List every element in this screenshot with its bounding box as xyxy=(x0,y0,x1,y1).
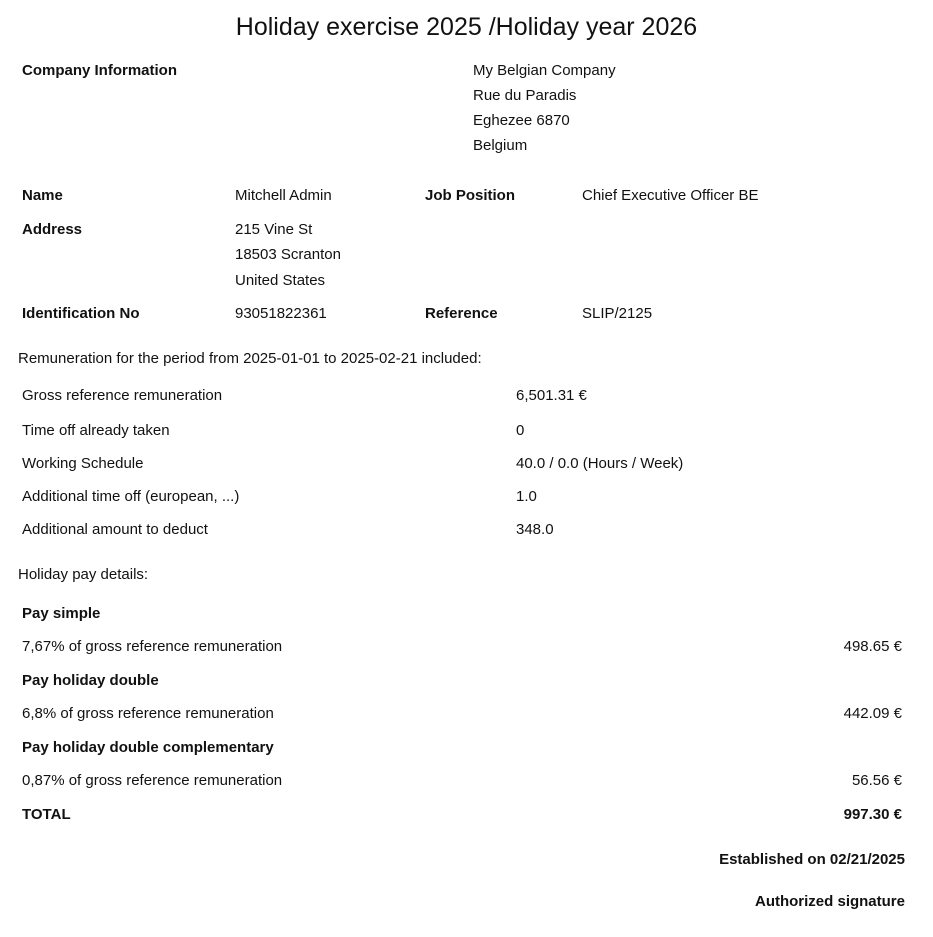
company-street: Rue du Paradis xyxy=(473,87,577,104)
company-city: Eghezee 6870 xyxy=(473,112,570,129)
remuneration-row-value: 1.0 xyxy=(516,488,537,505)
pay-section-title: Pay holiday double xyxy=(22,672,159,689)
remuneration-row-label: Additional time off (european, ...) xyxy=(22,488,240,505)
total-label: TOTAL xyxy=(22,806,71,823)
reference-label: Reference xyxy=(425,305,498,322)
page-title: Holiday exercise 2025 /Holiday year 2026 xyxy=(235,13,698,41)
job-position: Chief Executive Officer BE xyxy=(582,187,759,204)
company-info-label: Company Information xyxy=(22,62,178,79)
pay-section-label: 7,67% of gross reference remuneration xyxy=(22,638,283,655)
address-street: 215 Vine St xyxy=(235,221,313,238)
remuneration-row-label: Gross reference remuneration xyxy=(22,387,223,404)
remuneration-row-label: Working Schedule xyxy=(22,455,144,472)
pay-section-title: Pay holiday double complementary xyxy=(22,739,274,756)
address-city: 18503 Scranton xyxy=(235,246,341,263)
reference: SLIP/2125 xyxy=(582,305,653,322)
remuneration-row-label: Time off already taken xyxy=(22,422,170,439)
pay-section-amount: 498.65 € xyxy=(843,638,902,655)
pay-section-amount: 56.56 € xyxy=(851,772,902,789)
pay-section-title: Pay simple xyxy=(22,605,101,622)
address-label: Address xyxy=(22,221,83,238)
identification-label: Identification No xyxy=(22,305,140,322)
authorized-signature: Authorized signature xyxy=(754,893,905,910)
remuneration-row-value: 0 xyxy=(516,422,525,439)
remuneration-row-value: 6,501.31 € xyxy=(516,387,587,404)
holiday-pay-heading: Holiday pay details: xyxy=(18,566,149,583)
total-amount: 997.30 € xyxy=(843,806,902,823)
remuneration-heading: Remuneration for the period from 2025-01… xyxy=(18,350,482,367)
job-position-label: Job Position xyxy=(425,187,515,204)
company-name: My Belgian Company xyxy=(473,62,616,79)
remuneration-row-label: Additional amount to deduct xyxy=(22,521,208,538)
established-date: Established on 02/21/2025 xyxy=(719,851,905,868)
address-country: United States xyxy=(235,272,326,289)
remuneration-row-value: 348.0 xyxy=(516,521,554,538)
identification-no: 93051822361 xyxy=(235,305,327,322)
company-country: Belgium xyxy=(473,137,528,154)
pay-section-label: 6,8% of gross reference remuneration xyxy=(22,705,274,722)
employee-name: Mitchell Admin xyxy=(235,187,332,204)
pay-section-amount: 442.09 € xyxy=(843,705,902,722)
pay-section-label: 0,87% of gross reference remuneration xyxy=(22,772,283,789)
name-label: Name xyxy=(22,187,63,204)
remuneration-row-value: 40.0 / 0.0 (Hours / Week) xyxy=(516,455,684,472)
